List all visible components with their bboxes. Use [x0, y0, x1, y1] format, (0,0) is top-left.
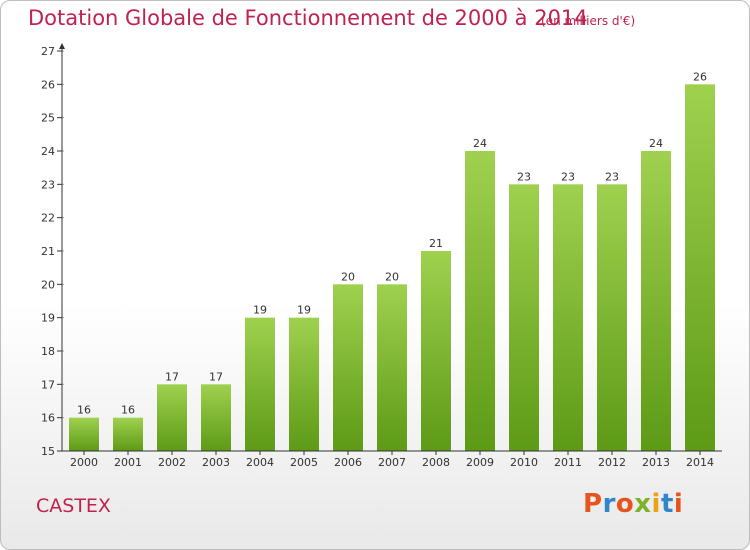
logo-letter: P	[583, 489, 603, 519]
bar-2010	[509, 184, 539, 452]
y-tick-label: 22	[41, 212, 55, 225]
data-label-2011: 23	[561, 170, 575, 183]
chart-title: Dotation Globale de Fonctionnement de 20…	[28, 6, 588, 30]
data-label-2009: 24	[473, 137, 487, 150]
data-label-2007: 20	[385, 270, 399, 283]
data-label-2003: 17	[209, 370, 223, 383]
commune-name: CASTEX	[36, 495, 111, 517]
labels: 15 16 17 18 19 20 21 22 23 24 25 26 27 16 2000 16 2001 17…	[41, 45, 714, 469]
logo-letter: i	[651, 489, 661, 519]
data-label-2014: 26	[693, 70, 707, 83]
data-label-2008: 21	[429, 237, 443, 250]
x-tick-label-2010: 2010	[510, 456, 538, 469]
logo-letter: x	[634, 489, 652, 519]
y-tick-label: 17	[41, 378, 55, 391]
data-label-2012: 23	[605, 170, 619, 183]
y-tick-label: 19	[41, 312, 55, 325]
bar-2006	[333, 284, 363, 451]
y-tick-label: 25	[41, 112, 55, 125]
bar-2012	[597, 184, 627, 452]
x-tick-label-2004: 2004	[246, 456, 274, 469]
bar-2001	[113, 417, 143, 451]
bar-2000	[69, 417, 99, 451]
x-tick-label-2003: 2003	[202, 456, 230, 469]
y-tick-label: 26	[41, 78, 55, 91]
x-tick-label-2000: 2000	[70, 456, 98, 469]
bar-2009	[465, 151, 495, 451]
x-tick-label-2002: 2002	[158, 456, 186, 469]
data-label-2000: 16	[77, 404, 91, 417]
data-label-2010: 23	[517, 170, 531, 183]
y-tick-label: 20	[41, 278, 55, 291]
gridlines	[62, 50, 66, 452]
proxiti-logo[interactable]: Proxiti	[583, 489, 683, 519]
data-label-2001: 16	[121, 404, 135, 417]
x-tick-label-2005: 2005	[290, 456, 318, 469]
logo-letter: t	[660, 489, 674, 519]
bar-2002	[157, 384, 187, 451]
bar-2007	[377, 284, 407, 451]
x-tick-label-2009: 2009	[466, 456, 494, 469]
data-label-2006: 20	[341, 270, 355, 283]
x-tick-label-2011: 2011	[554, 456, 582, 469]
bar-2011	[553, 184, 583, 452]
x-tick-label-2008: 2008	[422, 456, 450, 469]
y-tick-label: 24	[41, 145, 55, 158]
bar-2004	[245, 317, 275, 451]
bar-2005	[289, 317, 319, 451]
y-axis-arrow	[59, 43, 65, 49]
x-tick-label-2001: 2001	[114, 456, 142, 469]
y-tick-label: 15	[41, 445, 55, 458]
y-tick-label: 21	[41, 245, 55, 258]
data-label-2002: 17	[165, 370, 179, 383]
axes	[57, 43, 722, 455]
bar-2003	[201, 384, 231, 451]
x-tick-label-2007: 2007	[378, 456, 406, 469]
logo-letter: r	[602, 489, 616, 519]
x-tick-label-2014: 2014	[686, 456, 714, 469]
x-tick-label-2006: 2006	[334, 456, 362, 469]
y-tick-label: 16	[41, 412, 55, 425]
chart-subtitle: (en milliers d'€)	[541, 14, 636, 28]
x-tick-label-2013: 2013	[642, 456, 670, 469]
bar-2014	[685, 84, 715, 451]
y-tick-label: 27	[41, 45, 55, 58]
data-label-2004: 19	[253, 304, 267, 317]
bar-2013	[641, 151, 671, 451]
bars	[69, 84, 715, 452]
bar-2008	[421, 251, 451, 451]
logo-letter: o	[615, 489, 635, 519]
y-tick-label: 18	[41, 345, 55, 358]
y-tick-label: 23	[41, 178, 55, 191]
data-label-2005: 19	[297, 304, 311, 317]
x-tick-label-2012: 2012	[598, 456, 626, 469]
logo-letter: i	[673, 489, 684, 519]
data-label-2013: 24	[649, 137, 663, 150]
